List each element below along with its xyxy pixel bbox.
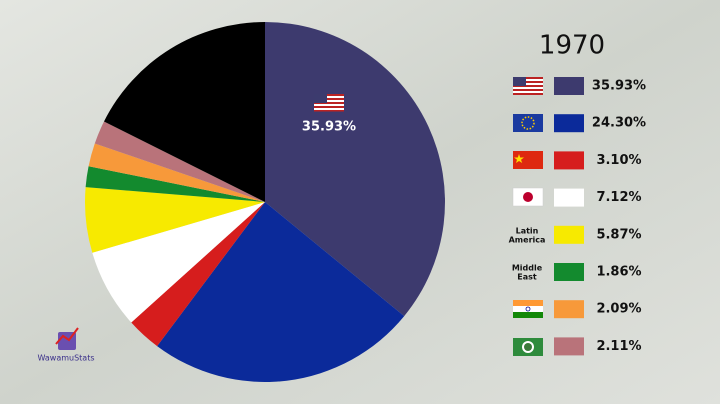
logo-text: WawamuStats [37, 354, 94, 363]
slice-label: 35.93% [302, 120, 356, 135]
pie [84, 21, 446, 382]
legend-value: 3.10% [596, 153, 641, 168]
pie-slice [84, 187, 265, 253]
pie-slice [94, 121, 265, 202]
legend-swatch [554, 188, 584, 207]
legend-value: 2.09% [596, 302, 641, 317]
pie-slice [88, 143, 265, 202]
legend-swatch [554, 77, 584, 95]
logo: WawamuStats [37, 327, 95, 363]
pie-slice [85, 166, 265, 202]
flag-eu [513, 114, 543, 132]
legend-value: 7.12% [596, 190, 641, 205]
legend-value: 1.86% [596, 265, 641, 280]
legend-swatch [554, 337, 584, 356]
chart-title: 1970 [539, 31, 605, 61]
pie-slice [92, 202, 265, 323]
legend-swatch [554, 114, 584, 133]
legend-name: Latin America [509, 226, 546, 244]
legend-swatch [554, 225, 584, 244]
pie-slice [157, 202, 405, 382]
legend-value: 24.30% [592, 116, 646, 131]
legend: 35.93% 24.30% 3.10% 7.12% 5.87% Latin America 1… [509, 77, 646, 356]
legend-name: Middle East [512, 263, 543, 281]
flag-japan [512, 187, 544, 207]
flag-us-pie [314, 94, 344, 112]
pie-slice [131, 202, 265, 347]
flag-china [513, 151, 543, 169]
legend-value: 35.93% [592, 79, 646, 94]
flag-india [513, 300, 543, 318]
legend-swatch [554, 151, 584, 170]
legend-value: 5.87% [596, 227, 641, 242]
pie-slice [265, 22, 446, 317]
legend-swatch [554, 263, 584, 281]
pie-slice [104, 21, 265, 202]
flag-africa [513, 338, 543, 356]
legend-swatch [554, 300, 584, 319]
legend-value: 2.11% [596, 339, 641, 354]
flag-us [513, 77, 543, 95]
